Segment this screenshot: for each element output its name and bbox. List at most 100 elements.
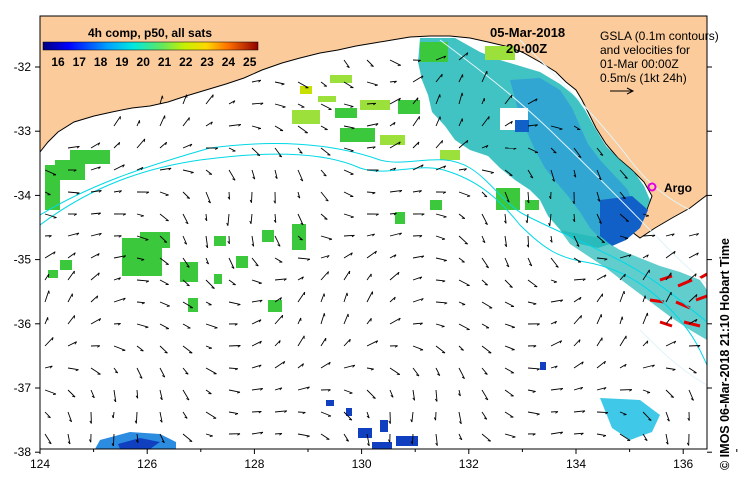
velocity-arrow [250,213,253,224]
colorbar-tick-label: 16 [51,55,65,69]
velocity-arrowhead [695,294,698,298]
velocity-arrow [527,169,534,179]
velocity-arrow [527,235,530,248]
velocity-arrowhead [370,368,374,371]
velocity-arrowhead [69,419,72,423]
velocity-arrow [688,294,698,303]
velocity-arrowhead [165,194,169,197]
velocity-arrowhead [53,251,56,255]
velocity-arrowhead [419,276,423,280]
velocity-arrow [389,317,401,325]
velocity-arrowhead [510,121,513,125]
velocity-arrowhead [513,147,517,150]
velocity-arrowhead [417,141,420,146]
velocity-arrowhead [165,219,169,222]
velocity-arrow [481,257,489,269]
velocity-arrowhead [327,389,331,392]
velocity-arrow [136,120,140,127]
velocity-arrow [159,301,170,307]
velocity-arrowhead [67,441,71,445]
velocity-arrow [182,411,188,419]
velocity-arrowhead [665,441,669,445]
velocity-arrow [458,191,471,197]
velocity-arrowhead [145,280,149,283]
velocity-arrowhead [273,219,277,223]
velocity-arrowhead [279,387,283,391]
velocity-arrowhead [573,174,577,178]
velocity-arrow [205,94,214,105]
velocity-arrowhead [212,94,214,98]
velocity-arrowhead [282,106,286,109]
velocity-arrow [44,191,51,196]
velocity-arrow [435,433,438,446]
velocity-arrowhead [164,351,168,354]
velocity-arrowhead [345,439,349,442]
velocity-arrowhead [670,316,673,320]
velocity-arrowhead [533,345,537,348]
velocity-arrow [90,295,99,303]
velocity-arrowhead [346,292,349,296]
velocity-arrow [113,164,125,171]
velocity-arrow [619,433,631,441]
velocity-arrow [205,367,217,375]
x-tick-label: 126 [137,457,157,471]
velocity-arrow [458,235,469,245]
velocity-arrow [67,411,73,422]
velocity-arrowhead [603,387,607,390]
velocity-arrow [481,411,488,420]
velocity-arrowhead [277,244,281,247]
velocity-arrowhead [327,154,331,156]
y-tick-label: -36 [14,317,32,331]
velocity-arrowhead [441,74,443,78]
velocity-arrow [527,98,538,105]
velocity-arrow [274,81,285,85]
velocity-arrowhead [227,196,230,200]
velocity-arrow [205,257,210,265]
velocity-arrow [205,345,212,349]
velocity-arrowhead [421,255,425,259]
velocity-arrowhead [259,299,263,303]
velocity-arrow [549,213,552,226]
velocity-arrowhead [161,95,164,99]
velocity-arrow [435,165,446,171]
velocity-arrow [458,411,462,424]
velocity-arrow [297,335,305,347]
velocity-arrowhead [237,345,241,348]
velocity-arrowhead [278,155,282,158]
velocity-arrow [297,433,310,437]
velocity-arrow [136,138,146,149]
velocity-arrowhead [442,238,446,240]
velocity-arrowhead [53,393,57,395]
velocity-arrow [182,143,193,149]
velocity-arrow [573,278,586,281]
colorbar-tick-label: 20 [137,55,151,69]
velocity-arrow [251,257,259,267]
velocity-arrow [159,213,169,222]
velocity-arrow [458,367,465,379]
velocity-arrowhead [443,259,447,262]
velocity-arrow [596,293,603,303]
velocity-arrowhead [98,166,101,170]
velocity-arrow [435,323,445,327]
velocity-arrowhead [350,252,353,256]
velocity-arrow [205,121,213,127]
velocity-arrowhead [323,313,326,317]
velocity-arrowhead [122,164,125,168]
velocity-arrow [320,103,332,110]
velocity-arrow [136,213,144,217]
velocity-arrow [665,250,676,259]
velocity-arrowhead [226,222,229,226]
velocity-arrow [573,296,582,303]
velocity-arrow [619,235,629,239]
velocity-arrow [44,317,49,325]
velocity-arrow [481,345,492,354]
velocity-arrowhead [671,233,675,237]
velocity-arrow [688,252,699,259]
velocity-arrow [274,147,283,158]
velocity-arrowhead [51,337,54,341]
velocity-arrow [44,213,57,218]
velocity-arrow [112,411,115,419]
velocity-arrow [182,94,188,105]
velocity-arrow [136,279,149,282]
velocity-arrowhead [442,280,446,283]
